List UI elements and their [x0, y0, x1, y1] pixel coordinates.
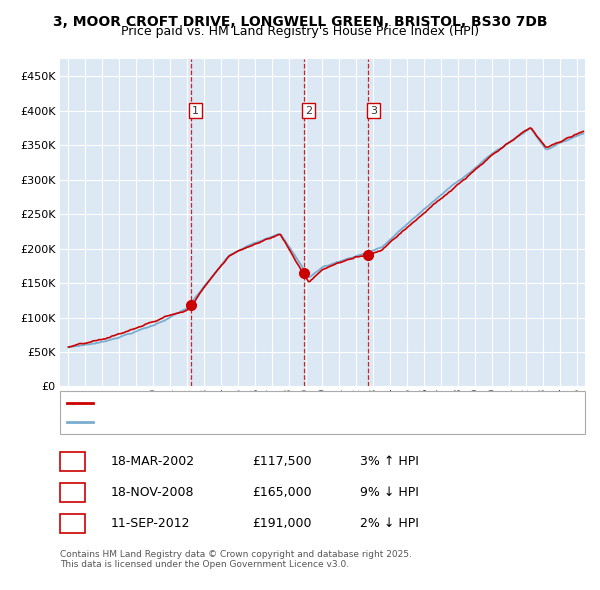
Text: 2: 2: [305, 106, 313, 116]
Text: HPI: Average price, semi-detached house, South Gloucestershire: HPI: Average price, semi-detached house,…: [99, 417, 421, 427]
Text: 2: 2: [68, 486, 77, 499]
Text: 3, MOOR CROFT DRIVE, LONGWELL GREEN, BRISTOL, BS30 7DB: 3, MOOR CROFT DRIVE, LONGWELL GREEN, BRI…: [53, 15, 547, 29]
Text: Price paid vs. HM Land Registry's House Price Index (HPI): Price paid vs. HM Land Registry's House …: [121, 25, 479, 38]
Text: £165,000: £165,000: [252, 486, 311, 499]
Text: 3% ↑ HPI: 3% ↑ HPI: [360, 455, 419, 468]
Text: 2% ↓ HPI: 2% ↓ HPI: [360, 517, 419, 530]
Text: 1: 1: [68, 455, 77, 468]
Text: £117,500: £117,500: [252, 455, 311, 468]
Text: 18-NOV-2008: 18-NOV-2008: [111, 486, 194, 499]
Text: 18-MAR-2002: 18-MAR-2002: [111, 455, 195, 468]
Text: Contains HM Land Registry data © Crown copyright and database right 2025.
This d: Contains HM Land Registry data © Crown c…: [60, 550, 412, 569]
Text: 3: 3: [370, 106, 377, 116]
Text: 11-SEP-2012: 11-SEP-2012: [111, 517, 191, 530]
Text: £191,000: £191,000: [252, 517, 311, 530]
Text: 3, MOOR CROFT DRIVE, LONGWELL GREEN, BRISTOL, BS30 7DB (semi-detached house): 3, MOOR CROFT DRIVE, LONGWELL GREEN, BRI…: [99, 398, 535, 408]
Text: 9% ↓ HPI: 9% ↓ HPI: [360, 486, 419, 499]
Text: 3: 3: [68, 517, 77, 530]
Text: 1: 1: [192, 106, 199, 116]
